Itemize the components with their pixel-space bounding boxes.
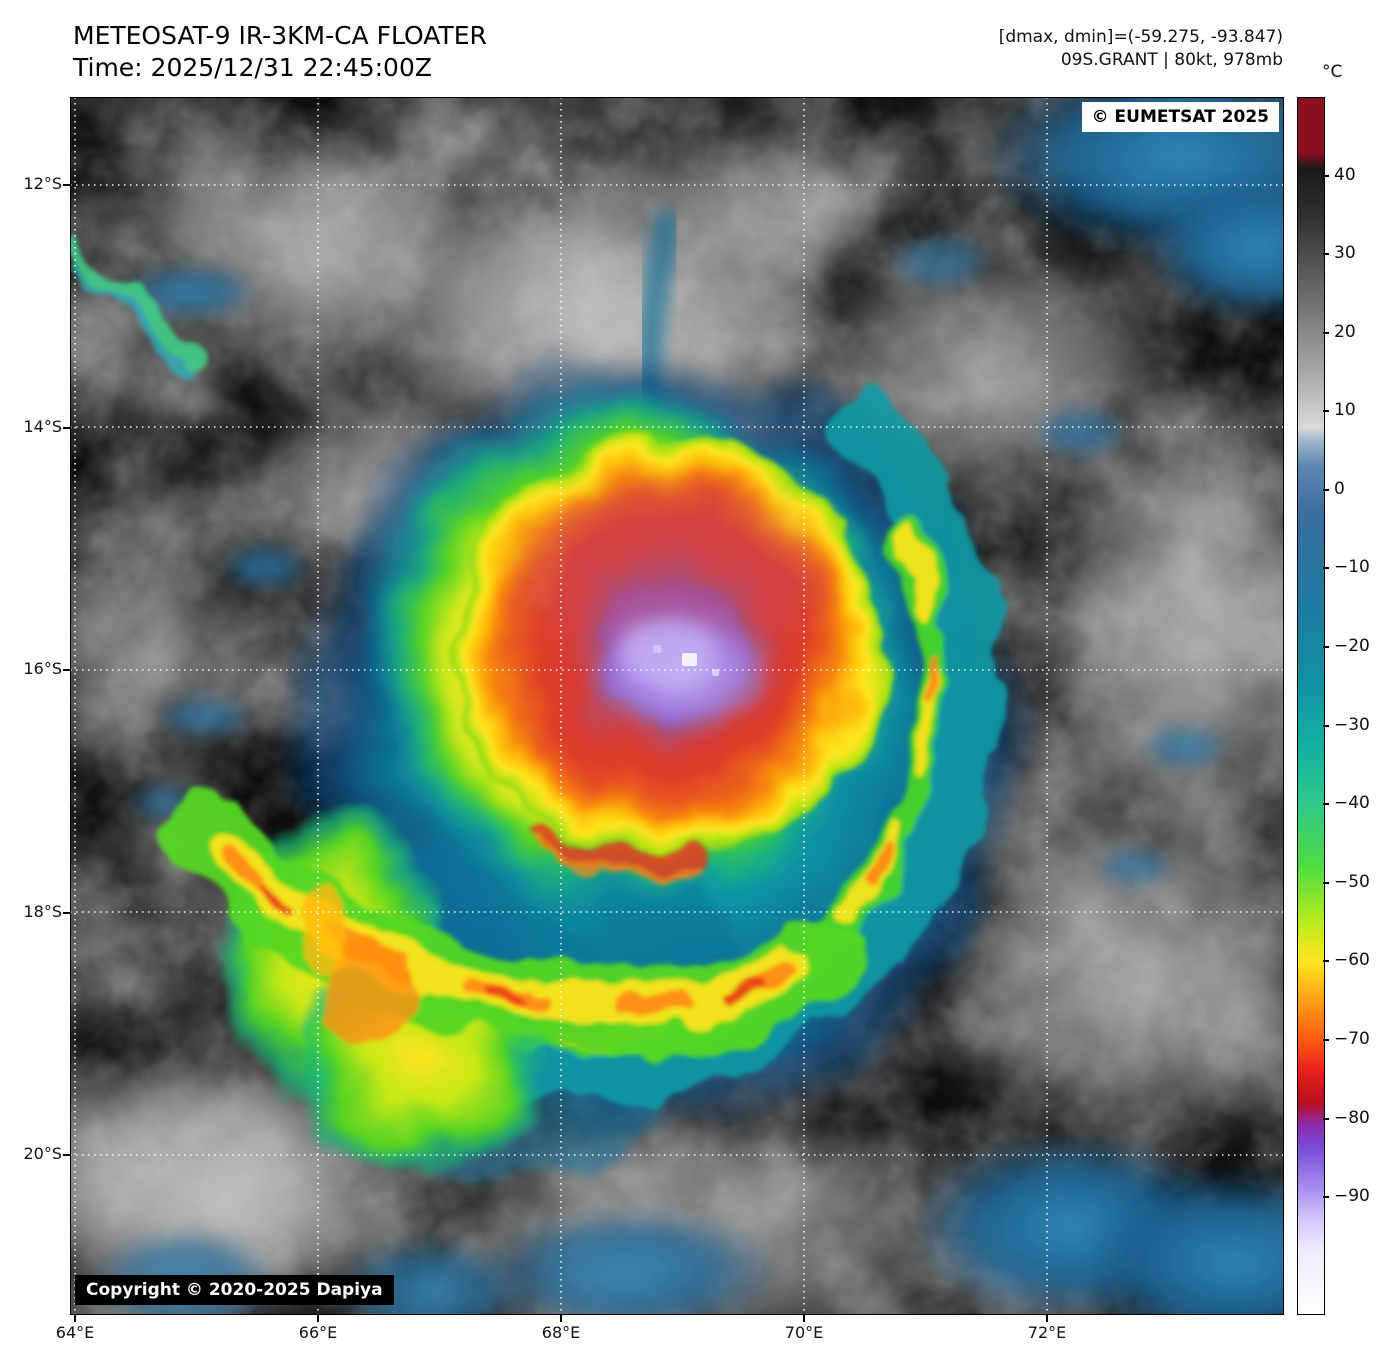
colorbar-tick-label: 20 [1334,321,1356,342]
colorbar-unit-label: °C [1322,62,1343,82]
lon-tick-mark [317,1315,319,1322]
lat-tick-label: 14°S [23,416,62,436]
colorbar-tick-mark [1323,1196,1329,1199]
lon-tick-label: 66°E [298,1323,338,1342]
lat-tick-mark [63,184,70,186]
storm-core [520,487,820,732]
colorbar-tick-mark [1323,174,1329,177]
figure-title-block: METEOSAT-9 IR-3KM-CA FLOATER Time: 2025/… [73,20,487,84]
lon-tick-label: 72°E [1027,1323,1067,1342]
lat-tick-label: 18°S [23,901,62,921]
dmax-dmin-readout: [dmax, dmin]=(-59.275, -93.847) [998,27,1283,47]
colorbar-tick-mark [1323,724,1329,727]
colorbar-tick-label: −10 [1334,557,1370,578]
detail-arcs [70,237,700,876]
colorbar [1297,97,1325,1315]
lon-tick-mark [803,1315,805,1322]
colorbar-tick-mark [1323,567,1329,570]
lat-tick-mark [63,911,70,914]
satellite-image [70,97,1284,1315]
colorbar-tick-label: −40 [1334,793,1370,814]
colorbar-tick-mark [1323,331,1329,334]
colorbar-tick-mark [1323,960,1329,963]
colorbar-tick-label: −50 [1334,871,1370,892]
readout-block: [dmax, dmin]=(-59.275, -93.847) 09S.GRAN… [999,26,1283,72]
lon-tick-label: 64°E [55,1323,95,1342]
lon-tick-label: 68°E [541,1323,581,1342]
lon-tick-mark [1046,1315,1048,1322]
colorbar-tick-label: 0 [1334,478,1345,499]
dapiya-copyright: Copyright © 2020-2025 Dapiya [75,1275,394,1305]
page-subtitle: Time: 2025/12/31 22:45:00Z [73,53,432,82]
lat-tick-mark [63,669,70,671]
colorbar-tick-mark [1323,488,1329,491]
colorbar-tick-label: −30 [1334,714,1370,735]
colorbar-tick-label: −90 [1334,1186,1370,1207]
lat-tick-mark [63,1154,70,1156]
colorbar-tick-label: 40 [1334,164,1356,185]
south-convective-band [167,792,861,1174]
colorbar-tick-label: 30 [1334,243,1356,264]
lat-tick-label: 12°S [23,174,62,193]
colorbar-tick-label: −60 [1334,950,1370,971]
colorbar-tick-mark [1323,1117,1329,1120]
storm-readout: 09S.GRANT | 80kt, 978mb [1060,50,1283,70]
satellite-map: © EUMETSAT 2025 Copyright © 2020-2025 Da… [70,97,1284,1315]
lat-tick-mark [63,426,70,429]
lon-tick-mark [560,1315,562,1322]
colorbar-tick-mark [1323,253,1329,256]
lon-tick-label: 70°E [784,1323,824,1342]
colorbar-tick-mark [1323,803,1329,806]
eumetsat-badge: © EUMETSAT 2025 [1081,102,1279,132]
colorbar-tick-label: −80 [1334,1107,1370,1128]
latlon-grid [70,97,1284,1315]
colorbar-tick-label: −20 [1334,636,1370,657]
colorbar-tick-mark [1323,646,1329,649]
colorbar-tick-label: −70 [1334,1028,1370,1049]
lon-tick-mark [74,1315,76,1322]
colorbar-tick-label: 10 [1334,400,1356,421]
page-title: METEOSAT-9 IR-3KM-CA FLOATER [73,21,487,50]
colorbar-tick-mark [1323,410,1329,413]
colorbar-tick-mark [1323,881,1329,884]
lat-tick-label: 20°S [23,1144,62,1163]
colorbar-tick-mark [1323,1038,1329,1041]
lat-tick-label: 16°S [23,659,62,678]
